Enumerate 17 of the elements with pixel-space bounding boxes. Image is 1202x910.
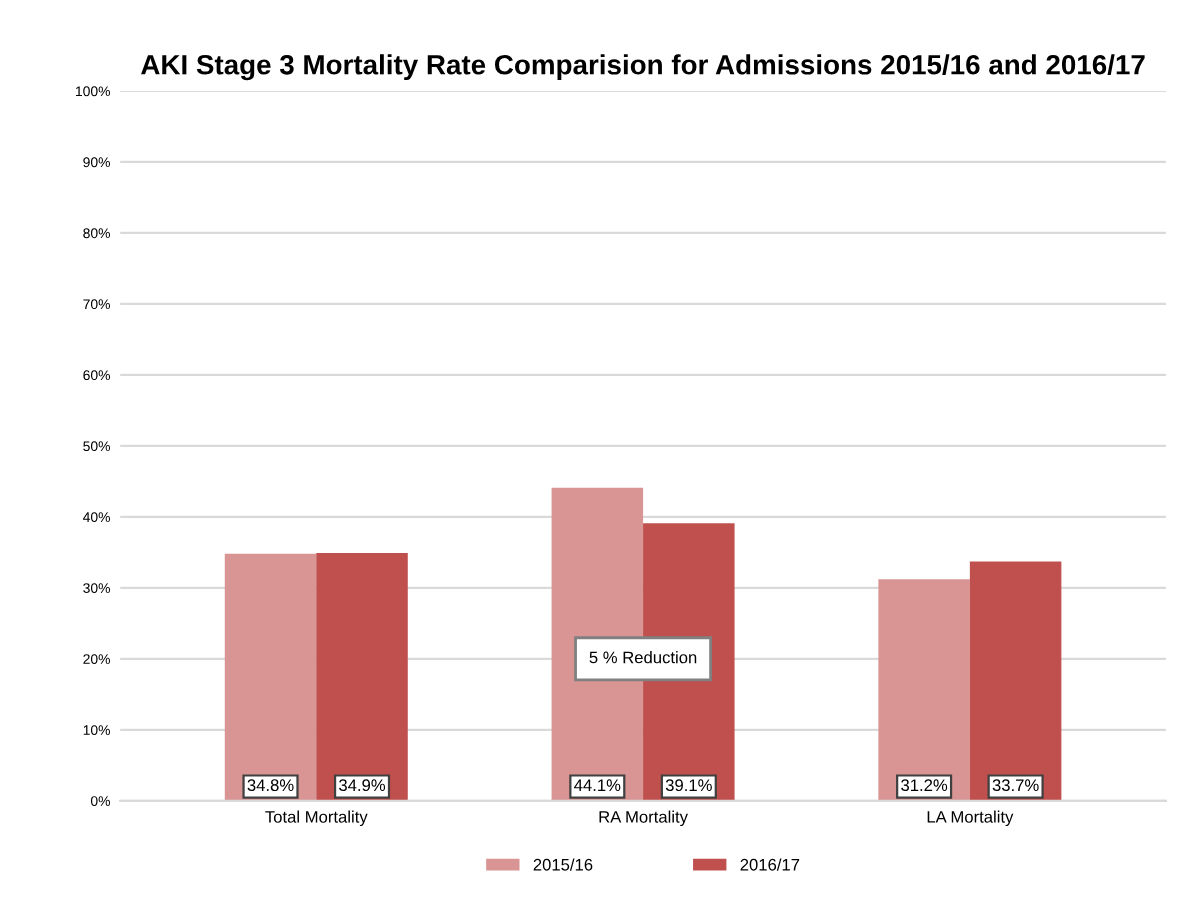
- legend-label: 2015/16: [533, 858, 593, 871]
- data-label: 34.9%: [339, 779, 386, 792]
- chart-title: AKI Stage 3 Mortality Rate Comparision for Admissions 2015/16 and 2016/17: [141, 54, 1145, 81]
- x-tick-label: LA Mortality: [927, 810, 1014, 827]
- data-label: 44.1%: [574, 779, 621, 792]
- bar: [224, 553, 317, 801]
- x-tick-label: RA Mortality: [599, 810, 688, 827]
- bar: [878, 579, 970, 801]
- data-label: 33.7%: [992, 779, 1039, 792]
- annotation: 5 % Reduction: [589, 651, 697, 664]
- bar: [316, 553, 408, 801]
- legend-label: 2016/17: [740, 858, 800, 871]
- data-label: 39.1%: [665, 779, 712, 792]
- data-label: 31.2%: [901, 779, 948, 792]
- bar: [969, 561, 1062, 801]
- x-tick-label: Total Mortality: [265, 810, 368, 827]
- data-label: 34.8%: [247, 779, 294, 792]
